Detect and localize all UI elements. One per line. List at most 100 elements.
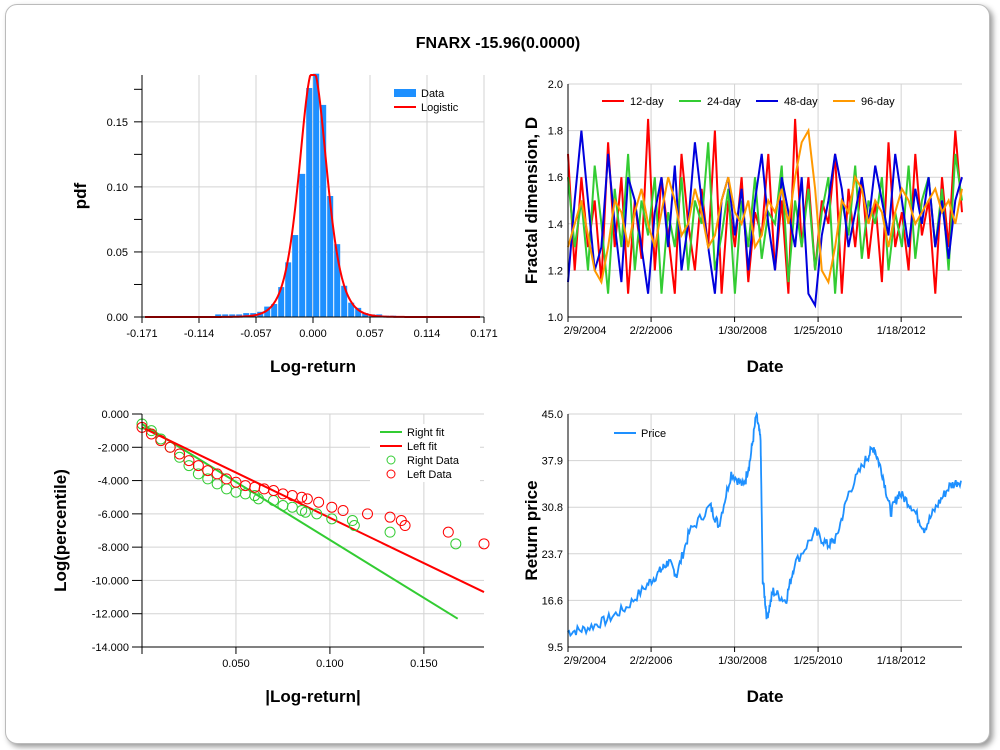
legend-label-96-day: 96-day (861, 96, 895, 108)
legend-data-label: Data (421, 88, 445, 100)
x-tick-label: 2/2/2006 (630, 655, 673, 667)
data-point (174, 451, 186, 463)
data-point (221, 473, 233, 485)
data-point (361, 508, 373, 520)
figure-title: FNARX -15.96(0.0000) (416, 35, 581, 52)
histogram-bar (243, 313, 250, 317)
tail-x-label: |Log-return| (265, 687, 360, 706)
histogram-bar (341, 285, 348, 317)
y-tick-label: 9.5 (548, 642, 563, 654)
x-tick-label: -0.171 (126, 328, 157, 340)
data-point (286, 501, 298, 513)
series-96-day (567, 127, 963, 285)
x-tick-label: 0.114 (414, 328, 441, 340)
data-point (442, 526, 454, 538)
data-point (296, 491, 308, 503)
y-tick-label: 0.15 (107, 117, 128, 129)
data-point (384, 511, 396, 523)
y-tick-label: -14.000 (92, 642, 129, 654)
histogram-bar (306, 88, 313, 318)
data-point (478, 538, 490, 550)
y-tick-label: 45.0 (542, 409, 563, 421)
histogram-bar (313, 73, 320, 318)
data-point (337, 505, 349, 517)
x-tick-label: 2/2/2006 (630, 325, 673, 337)
histogram-bar (285, 262, 292, 317)
x-tick-label: 2/9/2004 (564, 655, 607, 667)
y-tick-label: 1.8 (548, 126, 563, 138)
histogram-bar (222, 314, 229, 317)
chart-frame (5, 4, 990, 744)
x-tick-label: -0.114 (184, 328, 214, 340)
legend-swatch (386, 469, 396, 479)
y-tick-label: 1.0 (548, 312, 563, 324)
y-tick-label: -10.000 (92, 575, 129, 587)
x-tick-label: 0.050 (222, 658, 250, 670)
x-tick-label: 0.000 (299, 328, 327, 340)
fit-line-left-fit (141, 426, 485, 593)
histogram-bar (229, 314, 236, 317)
data-point (249, 490, 261, 502)
data-point (277, 500, 289, 512)
data-point (221, 483, 233, 495)
histogram-bar (320, 104, 327, 317)
data-point (192, 468, 204, 480)
data-point (211, 468, 223, 480)
data-point (313, 496, 325, 508)
pdf-x-label: Log-return (270, 357, 356, 376)
data-point (348, 520, 360, 532)
fit-line-right-fit (141, 423, 459, 620)
data-point (174, 448, 186, 460)
legend-box (370, 424, 480, 482)
histogram-bar (264, 306, 271, 317)
legend-label: Right fit (407, 427, 444, 439)
fd-y-label: Fractal dimension, D (522, 117, 541, 284)
series-48-day (567, 130, 963, 309)
data-point (399, 520, 411, 532)
y-tick-label: -2.000 (98, 442, 129, 454)
data-point (183, 460, 195, 472)
legend-label: Right Data (407, 455, 460, 467)
y-tick-label: -6.000 (98, 509, 129, 521)
x-tick-label: -0.057 (240, 328, 271, 340)
legend-price-label: Price (641, 428, 666, 440)
data-point (202, 465, 214, 477)
data-point (145, 428, 157, 440)
data-point (202, 473, 214, 485)
series-24-day (567, 142, 963, 294)
histogram-bar (299, 173, 306, 317)
y-tick-label: 0.00 (107, 312, 128, 324)
y-tick-label: 1.2 (548, 265, 563, 277)
data-point (326, 513, 338, 525)
x-tick-label: 1/30/2008 (718, 655, 767, 667)
y-tick-label: 0.05 (107, 247, 128, 259)
y-tick-label: 0.10 (107, 182, 128, 194)
data-point (346, 515, 358, 527)
histogram-bar (292, 235, 299, 317)
x-tick-label: 2/9/2004 (564, 325, 607, 337)
tail-y-label: Log(percentile) (51, 469, 70, 592)
pdf-y-label: pdf (71, 182, 90, 209)
x-tick-label: 1/25/2010 (794, 325, 843, 337)
histogram-bar (348, 302, 355, 317)
y-tick-label: 1.6 (548, 172, 563, 184)
data-point (164, 441, 176, 453)
y-tick-label: -4.000 (98, 476, 129, 488)
y-tick-label: 23.7 (542, 549, 563, 561)
y-tick-label: 16.6 (542, 595, 563, 607)
histogram-bar (215, 314, 222, 317)
data-point (268, 485, 280, 497)
data-point (230, 476, 242, 488)
y-tick-label: 2.0 (548, 79, 563, 91)
data-point (450, 538, 462, 550)
price-line (567, 411, 962, 638)
x-tick-label: 1/25/2010 (794, 655, 843, 667)
legend-label: Left fit (407, 441, 437, 453)
histogram-bar (362, 313, 369, 317)
price-x-label: Date (747, 687, 784, 706)
histogram-bar (278, 287, 285, 317)
histogram-bar (327, 196, 334, 317)
x-tick-label: 0.171 (470, 328, 498, 340)
legend-label: Left Data (407, 469, 453, 481)
legend-label-24-day: 24-day (707, 96, 741, 108)
